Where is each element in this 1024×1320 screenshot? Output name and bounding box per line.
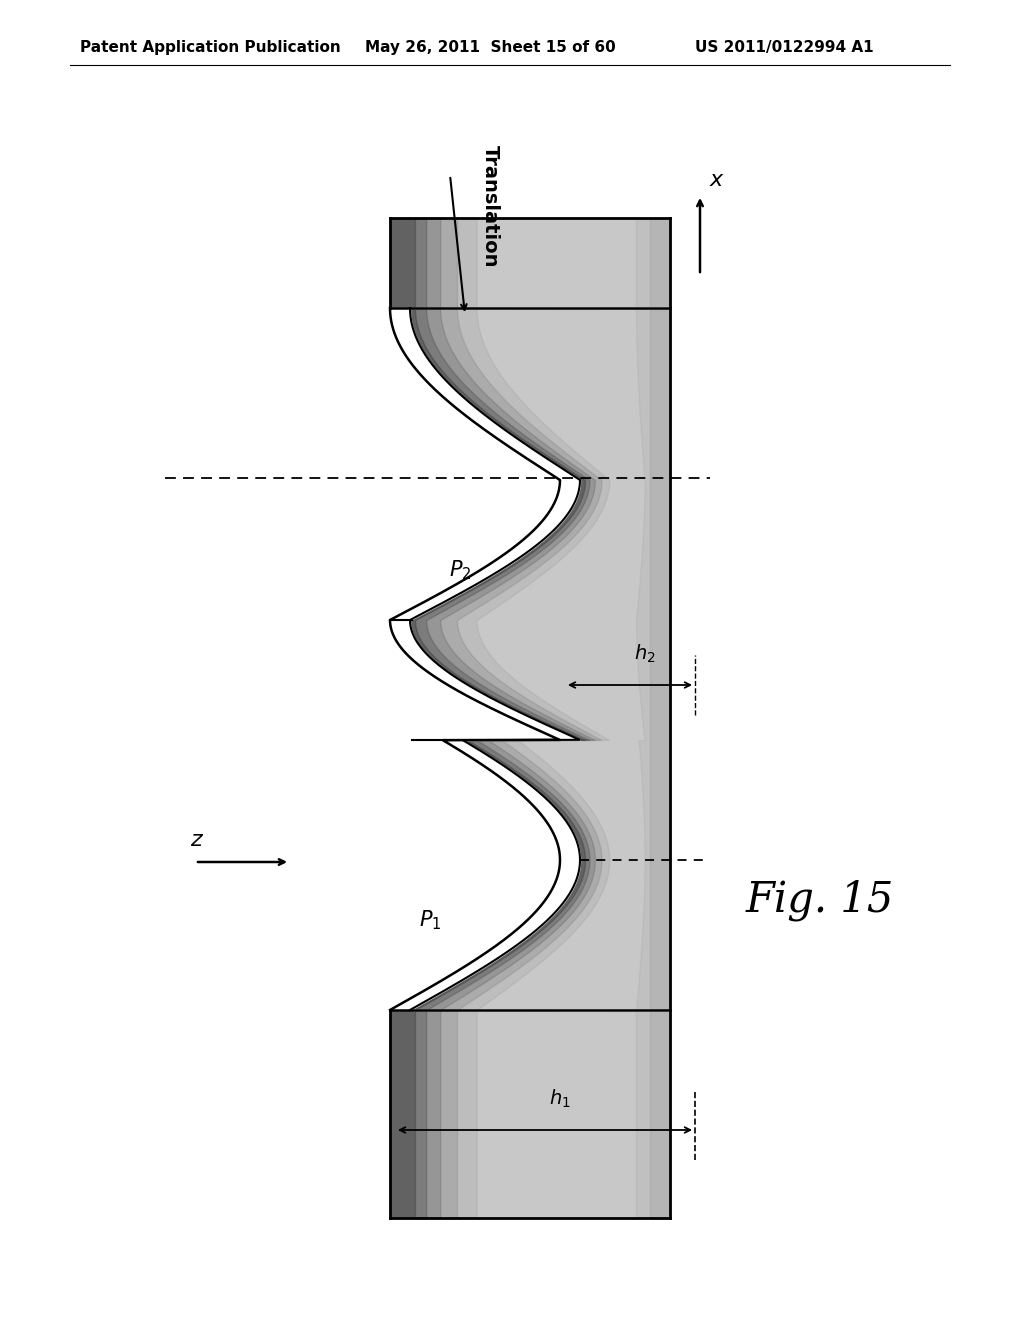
Text: Patent Application Publication: Patent Application Publication <box>80 40 341 55</box>
Text: Fig. 15: Fig. 15 <box>745 879 894 921</box>
Text: $P_2$: $P_2$ <box>449 558 471 582</box>
Text: Translation: Translation <box>480 145 500 268</box>
Text: $h_2$: $h_2$ <box>634 643 655 665</box>
Text: x: x <box>710 170 723 190</box>
Text: $h_1$: $h_1$ <box>549 1088 570 1110</box>
Text: US 2011/0122994 A1: US 2011/0122994 A1 <box>695 40 873 55</box>
Text: z: z <box>190 830 202 850</box>
Text: $P_1$: $P_1$ <box>419 908 441 932</box>
Text: May 26, 2011  Sheet 15 of 60: May 26, 2011 Sheet 15 of 60 <box>365 40 615 55</box>
